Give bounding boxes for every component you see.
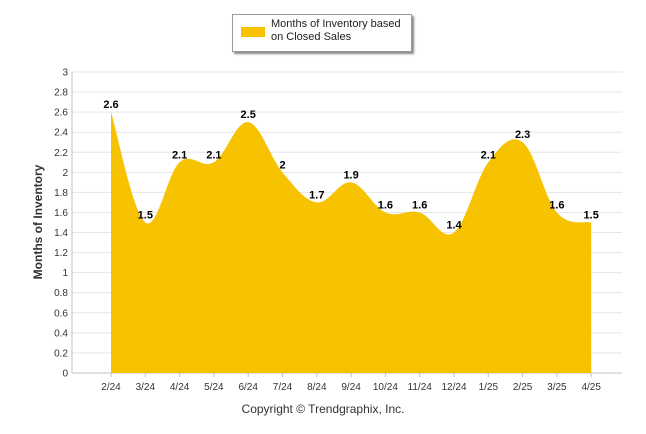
data-label: 1.6 bbox=[549, 199, 564, 211]
x-tick-label: 10/24 bbox=[373, 382, 398, 393]
x-tick-label: 2/24 bbox=[101, 382, 121, 393]
y-tick-label: 0.2 bbox=[54, 348, 68, 359]
y-tick-label: 3 bbox=[62, 68, 68, 79]
y-tick-label: 0 bbox=[62, 369, 68, 380]
y-tick-label: 1.2 bbox=[54, 248, 68, 259]
legend-swatch bbox=[241, 27, 265, 37]
y-tick-label: 2 bbox=[62, 168, 68, 179]
x-tick-label: 4/25 bbox=[581, 382, 601, 393]
y-tick-label: 2.8 bbox=[54, 88, 68, 99]
y-tick-label: 1 bbox=[62, 268, 68, 279]
data-label: 1.6 bbox=[412, 199, 427, 211]
data-label: 2.1 bbox=[206, 149, 221, 161]
y-axis-label: Months of Inventory bbox=[31, 164, 45, 279]
y-tick-labels: 0 0.2 0.4 0.6 0.8 1 1.2 1.4 1.6 1.8 2 2.2 2.4 2.6 2.8 3 bbox=[54, 68, 68, 380]
x-tick-label: 3/25 bbox=[547, 382, 567, 393]
data-label: 2.5 bbox=[241, 109, 256, 121]
y-tick-label: 1.6 bbox=[54, 208, 68, 219]
x-tick-label: 3/24 bbox=[136, 382, 156, 393]
data-label: 1.5 bbox=[138, 210, 153, 222]
data-label: 2 bbox=[279, 159, 285, 171]
data-label: 1.5 bbox=[584, 210, 599, 222]
y-tick-label: 0.6 bbox=[54, 308, 68, 319]
legend-label: Months of Inventory based on Closed Sale… bbox=[271, 18, 401, 43]
data-label: 2.6 bbox=[103, 99, 118, 111]
data-label: 1.9 bbox=[343, 169, 358, 181]
x-tick-label: 7/24 bbox=[273, 382, 293, 393]
x-tick-label: 4/24 bbox=[170, 382, 190, 393]
y-tick-label: 2.6 bbox=[54, 108, 68, 119]
x-tick-label: 2/25 bbox=[513, 382, 533, 393]
data-label: 1.7 bbox=[309, 189, 324, 201]
y-tick-label: 0.4 bbox=[54, 328, 68, 339]
x-tick-labels: 2/24 3/24 4/24 5/24 6/24 7/24 8/24 9/24 10/24 11/… bbox=[101, 373, 601, 393]
data-label: 2.1 bbox=[481, 149, 496, 161]
x-tick-label: 12/24 bbox=[441, 382, 466, 393]
data-label: 2.1 bbox=[172, 149, 187, 161]
x-tick-label: 11/24 bbox=[408, 382, 433, 393]
data-labels: 2.6 1.5 2.1 2.1 2.5 2 1.7 1.9 1.6 1.6 1.4 2.1 2.3 1.6… bbox=[103, 99, 598, 231]
x-tick-label: 8/24 bbox=[307, 382, 327, 393]
copyright-text: Copyright © Trendgraphix, Inc. bbox=[241, 402, 405, 416]
x-tick-label: 6/24 bbox=[238, 382, 258, 393]
data-label: 2.3 bbox=[515, 129, 530, 141]
y-tick-label: 1.4 bbox=[54, 228, 68, 239]
legend: Months of Inventory based on Closed Sale… bbox=[232, 14, 412, 52]
y-tick-label: 2.2 bbox=[54, 148, 68, 159]
y-tick-label: 1.8 bbox=[54, 188, 68, 199]
x-tick-label: 9/24 bbox=[341, 382, 361, 393]
data-label: 1.4 bbox=[446, 220, 462, 232]
series-area bbox=[111, 112, 592, 373]
y-tick-label: 2.4 bbox=[54, 128, 68, 139]
y-tick-label: 0.8 bbox=[54, 288, 68, 299]
x-tick-label: 1/25 bbox=[479, 382, 499, 393]
x-tick-label: 5/24 bbox=[204, 382, 224, 393]
data-label: 1.6 bbox=[378, 199, 393, 211]
